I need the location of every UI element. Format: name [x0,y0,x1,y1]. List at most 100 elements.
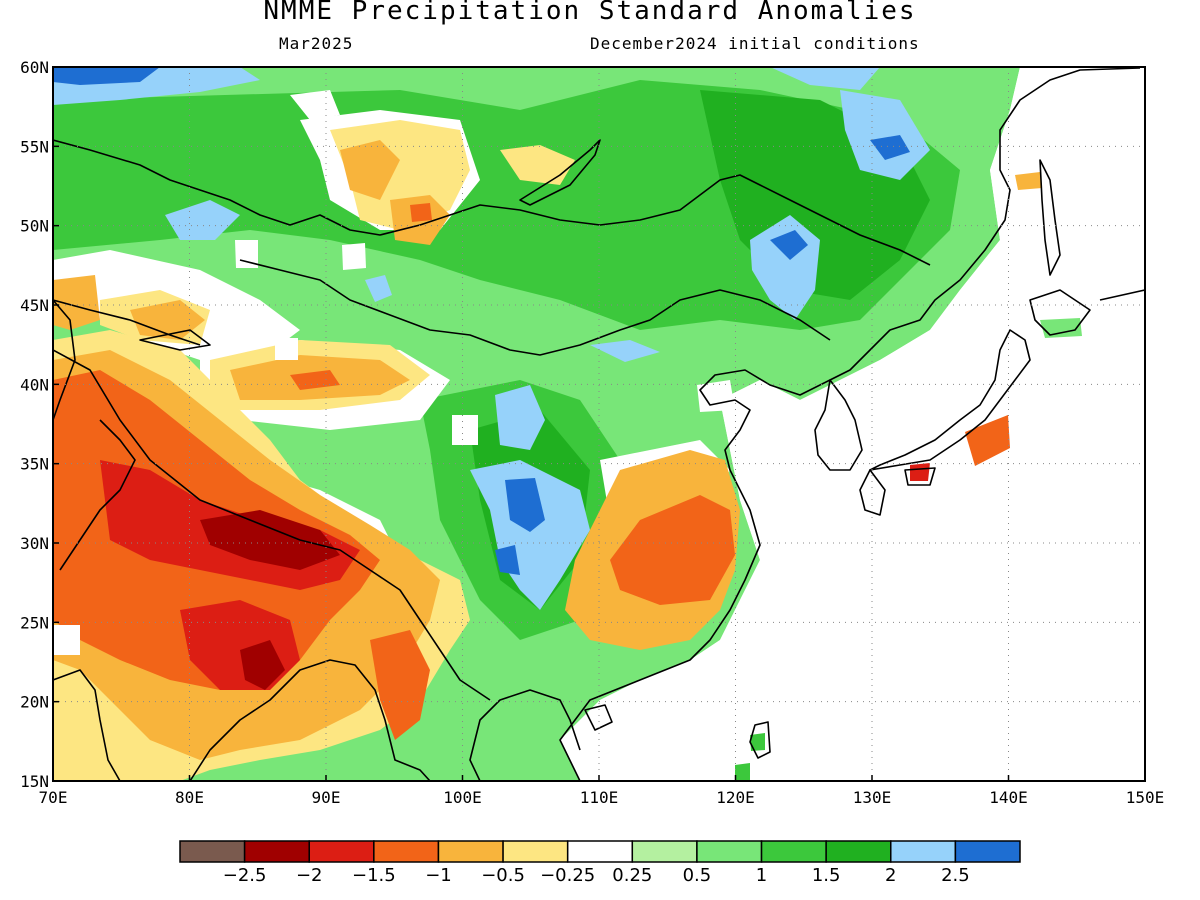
lat-tick-label: 45N [20,296,49,315]
colorbar-swatch [631,840,698,863]
colorbar: −2.5 −2 −1.5 −1 −0.5 −0.25 0.25 0.5 1 1.5 2 2.5 [179,840,1021,886]
anomaly-field [53,67,1145,781]
lon-tick-label: 120E [716,788,755,807]
border [53,139,931,266]
anomaly-region-negative [340,140,400,200]
coastline-japan-kyushu [859,469,886,516]
colorbar-swatch [954,840,1021,863]
coastline-sakhalin [1039,159,1061,276]
colorbar-label: 1 [756,865,767,886]
lat-tick-label: 25N [20,613,49,632]
lat-tick-label: 60N [20,58,49,77]
anomaly-region-negative [500,145,575,185]
lat-tick-label: 30N [20,534,49,553]
anomaly-region-positive [770,67,880,90]
colorbar-swatch [308,840,375,863]
lat-tick-label: 20N [20,693,49,712]
anomaly-region-negative [53,275,100,330]
anomaly-region-positive [495,545,520,575]
anomaly-region-neutral [342,243,366,270]
colorbar-label: 1.5 [812,865,841,886]
lon-tick-label: 140E [989,788,1028,807]
coastline-japan-shikoku [904,467,936,486]
anomaly-region-positive [735,763,750,781]
anomaly-region-positive [165,200,240,240]
colorbar-label: −2.5 [223,865,267,886]
coastline-taiwan [749,721,771,759]
lon-tick-label: 90E [312,788,341,807]
anomaly-region-negative [610,495,735,605]
colorbar-swatch [437,840,504,863]
colorbar-label: 0.25 [612,865,652,886]
anomaly-region-positive [470,460,590,610]
anomaly-region-positive [495,385,545,450]
coastline-india-west [53,669,121,781]
coastline [559,67,1141,781]
anomaly-region-neutral [697,380,735,412]
border [53,349,491,701]
colorbar-swatch [890,840,957,863]
anomaly-region-positive [1040,318,1082,338]
ocean [560,67,1145,781]
colorbar-swatch [502,840,569,863]
initial-conditions: December2024 initial conditions [590,34,920,53]
map-title: NMME Precipitation Standard Anomalies [263,0,917,26]
colorbar-swatch [825,840,892,863]
coastline-korea [814,379,863,471]
anomaly-region-negative [200,510,340,570]
border [239,259,831,356]
lake-baikal [519,139,601,206]
colorbar-label: −2 [296,865,323,886]
coastline-indochina [469,689,581,781]
lon-tick-label: 130E [853,788,892,807]
anomaly-region-positive [840,90,930,180]
gridlines [53,67,1145,781]
colorbar-swatch [760,840,827,863]
colorbar-label: −0.5 [481,865,525,886]
anomaly-region-positive [770,230,808,260]
colorbar-swatch [179,840,246,863]
axes: 70E 80E 90E 100E 110E 120E 130E 140E 150E 15N 20N 2… [20,58,1164,807]
lat-tick-label: 50N [20,217,49,236]
colorbar-label: −1 [425,865,452,886]
colorbar-label: 2 [885,865,896,886]
anomaly-region-positive [365,275,392,302]
anomaly-region-neutral [290,90,340,120]
coastline-kamchatka [1099,289,1145,301]
lon-tick-label: 70E [39,788,68,807]
anomaly-region-negative [370,630,430,740]
colorbar-swatch [566,840,634,863]
colorbar-swatch [373,840,440,863]
colorbar-label: −0.25 [540,865,595,886]
coastlines [53,67,1145,781]
anomaly-region-neutral [275,338,298,360]
colorbar-swatch [696,840,763,863]
anomaly-region-positive [870,135,910,160]
colorbar-label: 0.5 [683,865,712,886]
coastline-japan-honshu [869,329,1031,471]
border [53,299,201,346]
lat-tick-label: 35N [20,455,49,474]
lat-tick-label: 55N [20,137,49,156]
anomaly-region-neutral [53,625,80,655]
caspian-edge [53,299,76,421]
forecast-month: Mar2025 [279,34,354,53]
anomaly-region-neutral [452,415,478,445]
coastline-hokkaido [1029,289,1091,336]
anomaly-region-negative [910,463,930,481]
anomaly-region-negative [290,370,340,390]
anomaly-region-positive [590,340,660,362]
colorbar-swatch [243,840,310,863]
colorbar-label: −1.5 [352,865,396,886]
anomaly-region-positive [53,67,160,85]
lat-tick-label: 15N [20,772,49,791]
lon-tick-label: 150E [1126,788,1165,807]
lake-balkhash [139,329,211,351]
coastline-hainan [584,704,613,731]
border [59,419,136,571]
lon-tick-label: 100E [443,788,482,807]
anomaly-region-negative [410,203,432,222]
anomaly-region-positive [750,733,765,751]
lon-tick-label: 110E [580,788,619,807]
